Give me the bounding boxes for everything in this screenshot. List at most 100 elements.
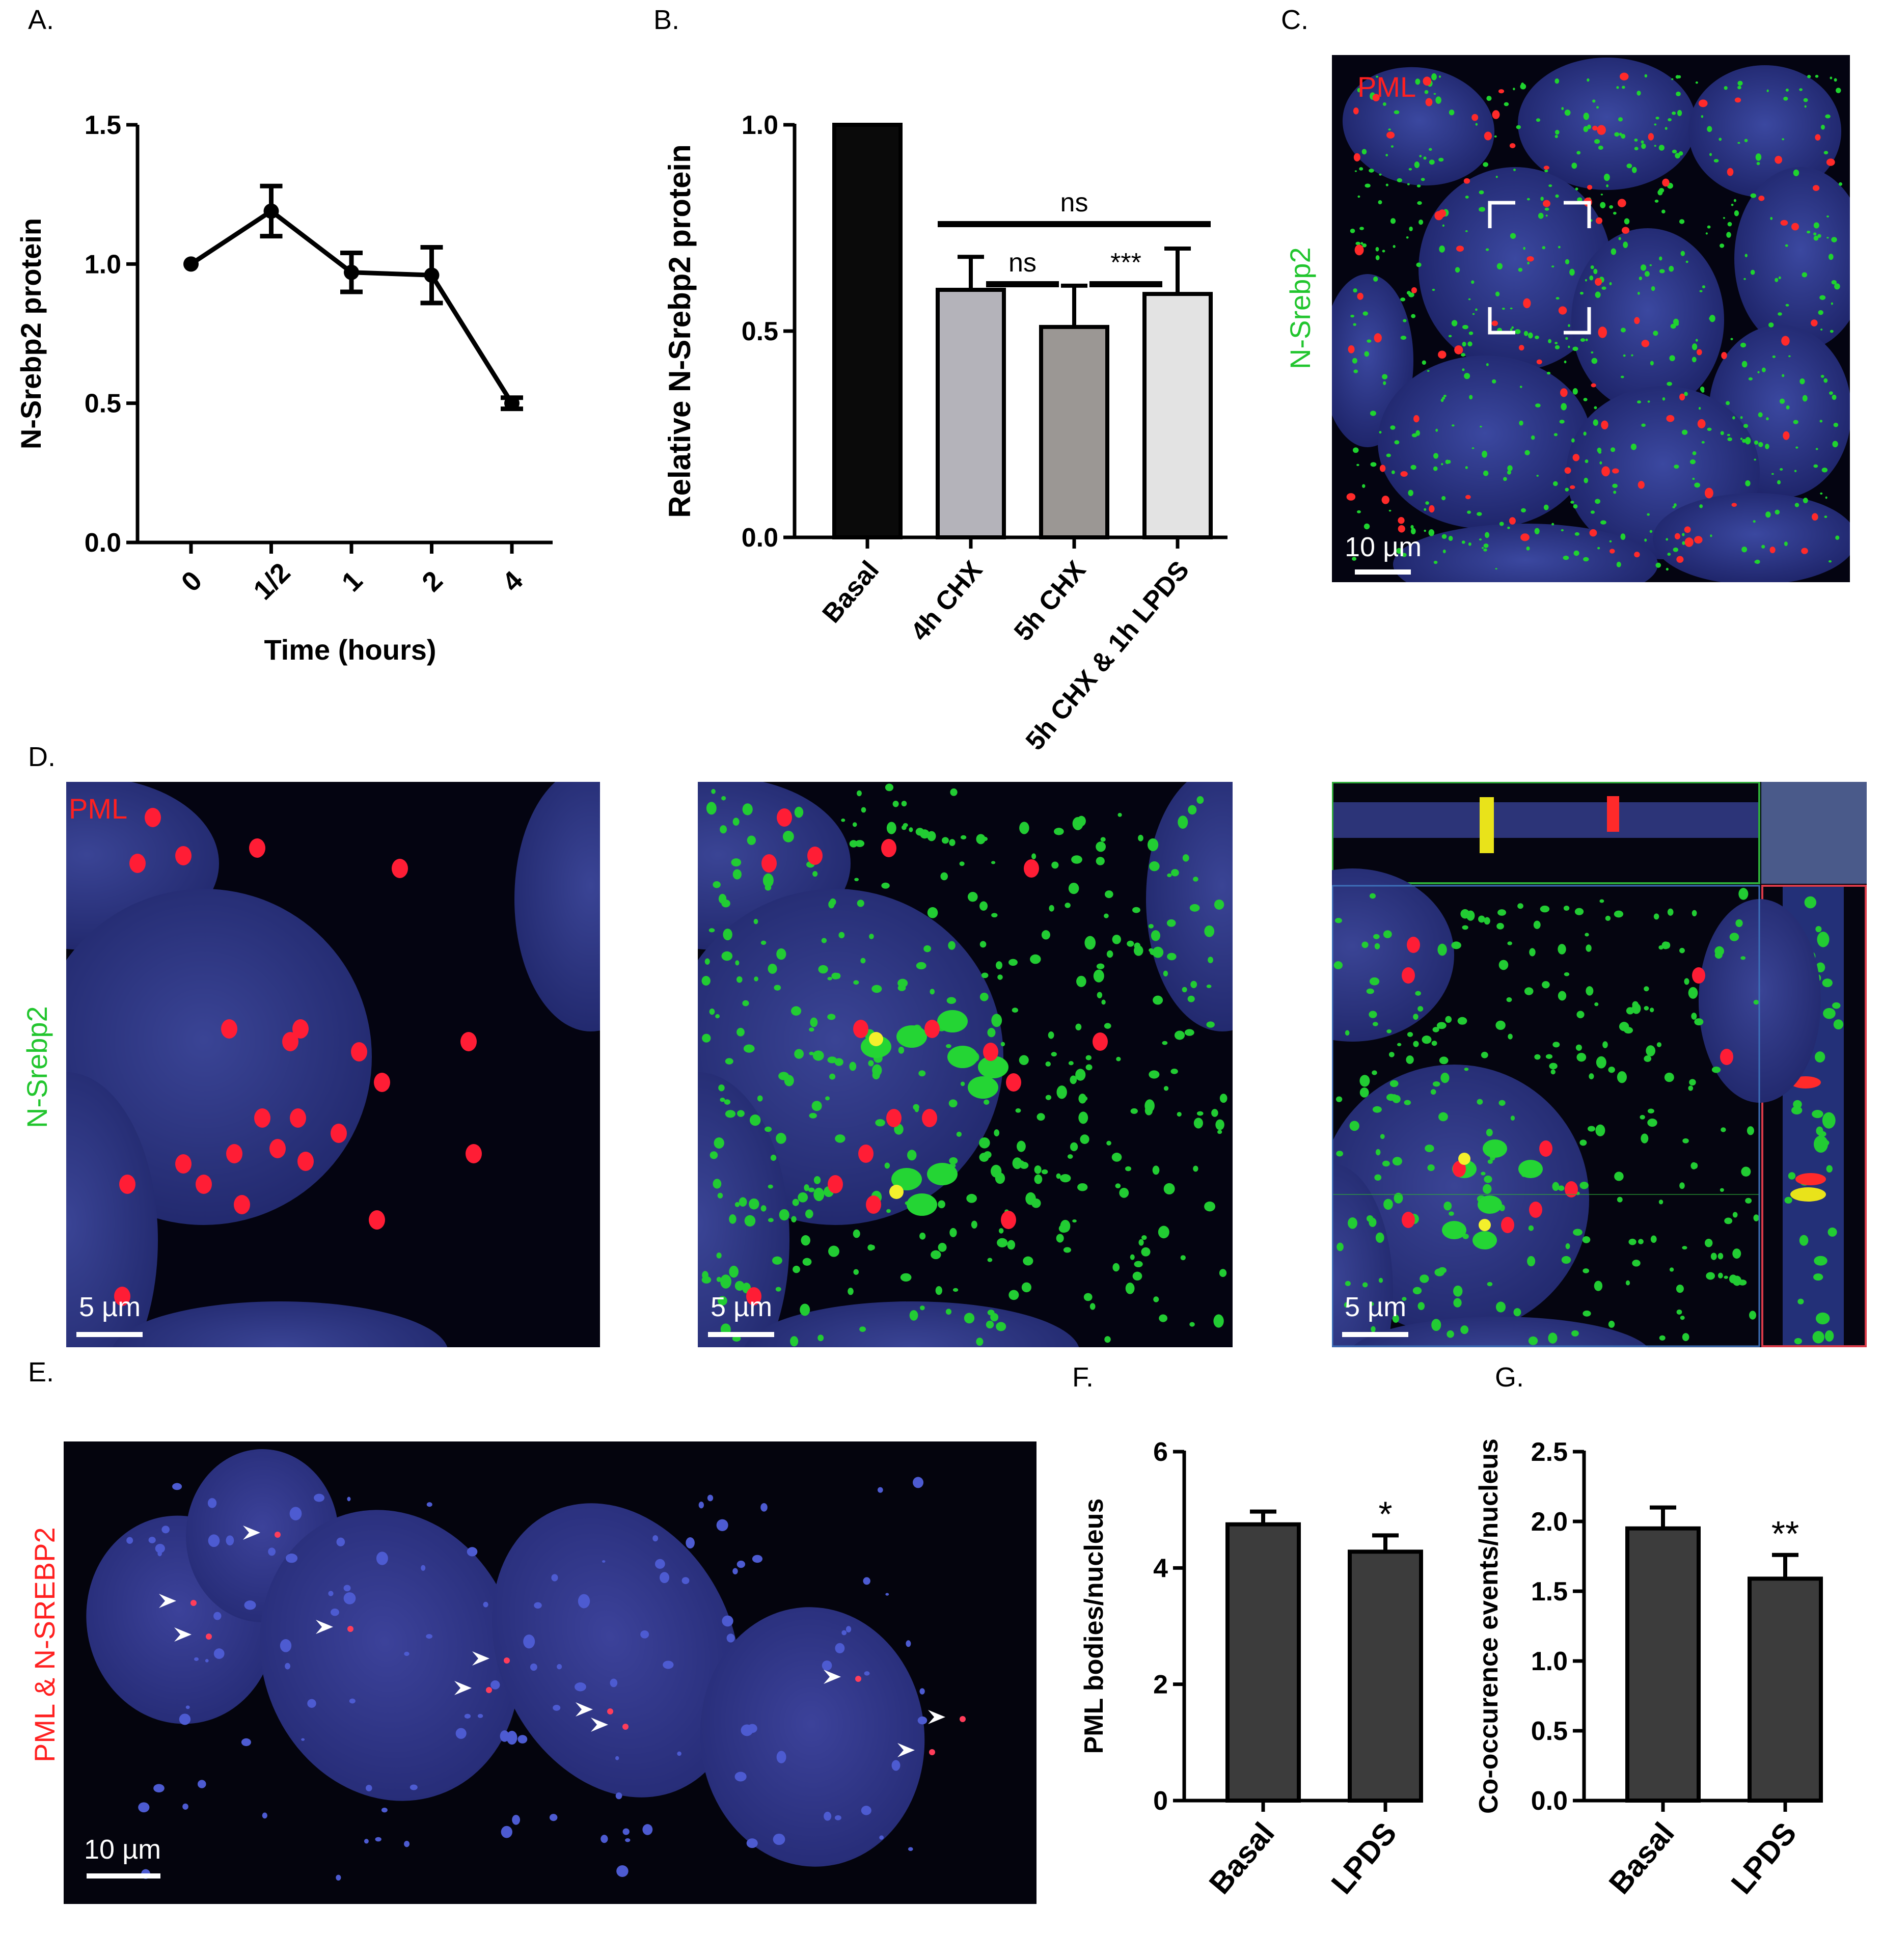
srebp2-focus [757, 1095, 763, 1102]
srebp2-focus [1018, 1160, 1024, 1166]
srebp2-focus [1583, 1268, 1590, 1273]
srebp2-focus [817, 1335, 824, 1342]
srebp2-focus [1528, 332, 1533, 339]
srebp2-focus [717, 1192, 723, 1199]
srebp2-focus [1189, 904, 1200, 912]
srebp2-focus [1674, 465, 1679, 469]
srebp2-focus [1549, 1063, 1558, 1070]
srebp2-focus [1576, 1053, 1587, 1062]
srebp2-focus [1551, 523, 1554, 526]
yz-pml-body [1795, 1173, 1826, 1185]
cell-nucleus [1393, 524, 1658, 582]
y-axis-title: N-Srebp2 protein [15, 218, 47, 449]
srebp2-focus [857, 900, 864, 907]
srebp2-focus [1438, 157, 1444, 162]
srebp2-focus [1144, 1099, 1155, 1112]
nucleoplasm-speckle [760, 1503, 768, 1512]
pml-body [1780, 220, 1788, 226]
pml-body [234, 1195, 250, 1214]
srebp2-focus [1104, 913, 1109, 918]
srebp2-focus [1611, 248, 1617, 255]
srebp2-focus [1555, 129, 1560, 135]
srebp2-focus [1585, 459, 1589, 464]
nucleoplasm-speckle [615, 1756, 619, 1760]
srebp2-focus [940, 872, 948, 881]
srebp2-focus [1394, 1192, 1403, 1204]
srebp2-focus [835, 1134, 845, 1143]
nucleoplasm-speckle [707, 1494, 714, 1502]
srebp2-focus [813, 1187, 825, 1202]
srebp2-focus [1477, 512, 1482, 516]
srebp2-focus [1105, 890, 1113, 899]
srebp2-focus [1709, 153, 1712, 156]
corner-block [1761, 782, 1867, 884]
pml-body [1662, 178, 1670, 187]
srebp2-focus [1618, 237, 1621, 240]
srebp2-focus [1374, 1174, 1382, 1181]
zoom-region-bracket [1488, 307, 1515, 335]
srebp2-focus [1130, 1108, 1138, 1114]
nucleoplasm-speckle [776, 1751, 786, 1763]
srebp2-focus [1495, 176, 1498, 178]
srebp2-focus [1152, 946, 1164, 958]
y-tick-label: 4 [1153, 1554, 1168, 1583]
srebp2-focus [1375, 1232, 1384, 1243]
srebp2-focus [1632, 1001, 1639, 1009]
srebp2-focus [1647, 513, 1650, 516]
srebp2-focus [1732, 1275, 1742, 1286]
srebp2-focus [1386, 453, 1391, 457]
srebp2-focus [1112, 935, 1122, 944]
nucleoplasm-speckle [601, 1835, 608, 1843]
pml-body [1641, 340, 1650, 347]
srebp2-focus [1756, 161, 1760, 166]
srebp2-focus [1667, 908, 1674, 916]
nucleoplasm-speckle [349, 1698, 356, 1704]
srebp2-focus [1821, 467, 1828, 473]
srebp2-focus [1432, 1081, 1440, 1087]
srebp2-focus [1412, 1287, 1422, 1295]
srebp2-focus [721, 796, 726, 801]
srebp2-focus [1777, 480, 1781, 484]
pml-body [1721, 351, 1727, 360]
srebp2-focus [1535, 335, 1539, 339]
nucleoplasm-speckle [686, 1537, 695, 1549]
srebp2-focus [1700, 386, 1705, 392]
nucleoplasm-speckle [906, 1640, 911, 1647]
srebp2-focus [720, 1274, 731, 1289]
srebp2-focus [1706, 1272, 1715, 1280]
srebp2-focus [1554, 78, 1560, 84]
srebp2-focus [1599, 461, 1602, 465]
srebp2-focus [1442, 224, 1444, 227]
srebp2-focus [1766, 417, 1769, 421]
nucleoplasm-speckle [331, 1609, 339, 1616]
srebp2-focus [1612, 483, 1618, 488]
srebp2-focus [1702, 285, 1706, 289]
srebp2-focus [1571, 438, 1575, 443]
cell-nucleus [259, 1510, 520, 1801]
srebp2-focus [754, 976, 758, 982]
srebp2-focus [1406, 236, 1409, 239]
srebp2-focus [1724, 86, 1728, 90]
srebp2-focus [1422, 1036, 1432, 1044]
srebp2-focus [1362, 311, 1368, 316]
srebp2-focus [1163, 1086, 1169, 1091]
srebp2-focus [1382, 1160, 1390, 1167]
srebp2-focus [1707, 225, 1711, 229]
srebp2-focus [1359, 167, 1363, 171]
srebp2-focus [737, 1027, 745, 1037]
srebp2-focus [1768, 322, 1774, 328]
srebp2-focus [1620, 375, 1624, 378]
pml-body [1801, 548, 1808, 554]
nucleoplasm-speckle [841, 1630, 847, 1636]
srebp-channel-label-d: N-Srebp2 [21, 1006, 53, 1128]
srebp2-focus [1638, 1239, 1644, 1244]
srebp2-focus [1675, 75, 1680, 79]
srebp2-focus [1544, 169, 1548, 173]
y-tick-label: 1.0 [742, 111, 778, 140]
pml-srebp2-focus [504, 1657, 510, 1664]
srebp2-focus [1745, 480, 1751, 486]
srebp2-focus [990, 1313, 999, 1322]
srebp2-focus [1591, 358, 1598, 364]
srebp2-focus [1829, 391, 1833, 395]
srebp2-focus [1583, 113, 1589, 120]
